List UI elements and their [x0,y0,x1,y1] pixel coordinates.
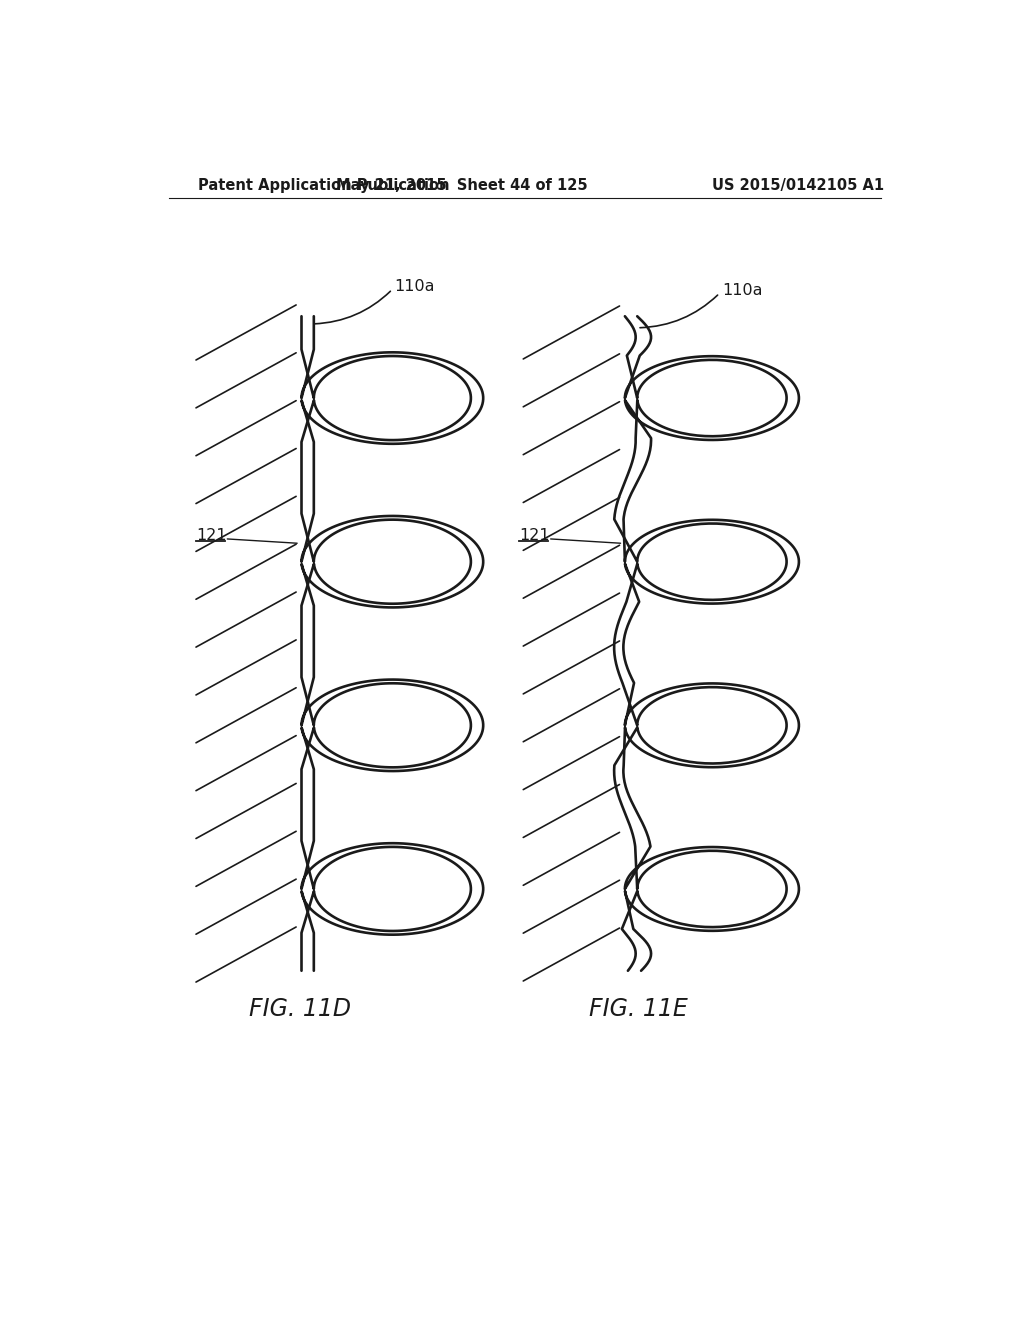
Text: May 21, 2015  Sheet 44 of 125: May 21, 2015 Sheet 44 of 125 [336,178,588,193]
Text: 110a: 110a [394,280,435,294]
Text: US 2015/0142105 A1: US 2015/0142105 A1 [712,178,884,193]
Text: FIG. 11E: FIG. 11E [590,997,688,1022]
Text: 110a: 110a [722,284,763,298]
Text: FIG. 11D: FIG. 11D [249,997,351,1022]
Text: Patent Application Publication: Patent Application Publication [199,178,450,193]
Text: 121: 121 [196,528,226,544]
Text: 121: 121 [519,528,550,544]
